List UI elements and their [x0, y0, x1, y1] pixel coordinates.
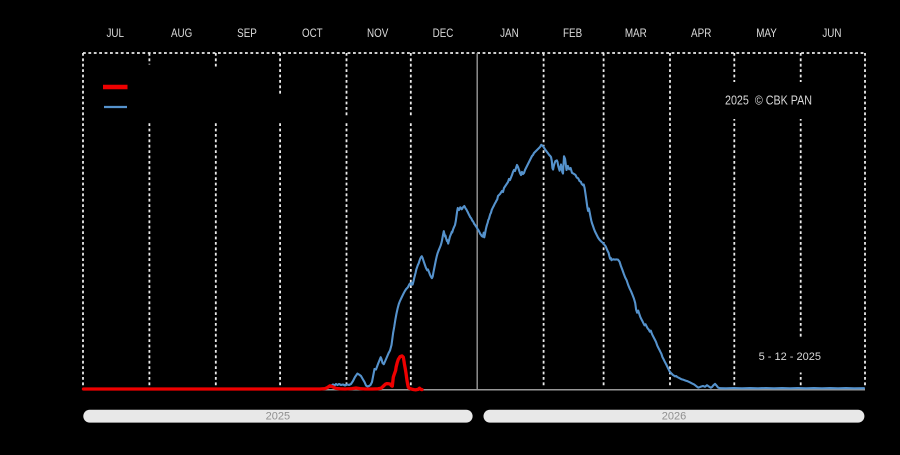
svg-text:MAY: MAY	[756, 26, 777, 40]
svg-text:2025 © CBK PAN: 2025 © CBK PAN	[725, 93, 812, 107]
svg-text:DEC: DEC	[433, 26, 454, 40]
svg-text:MAR: MAR	[625, 26, 647, 40]
svg-text:OCT: OCT	[302, 26, 323, 40]
svg-text:SEP: SEP	[237, 26, 257, 40]
svg-text:JAN: JAN	[500, 26, 519, 40]
svg-text:2025: 2025	[266, 410, 290, 422]
svg-text:NOV: NOV	[367, 26, 388, 40]
svg-text:AUG: AUG	[171, 26, 192, 40]
svg-text:FEB: FEB	[563, 26, 582, 40]
svg-text:2026: 2026	[662, 410, 686, 422]
svg-text:JUL: JUL	[106, 26, 124, 40]
svg-text:JUN: JUN	[822, 26, 841, 40]
svg-text:APR: APR	[691, 26, 712, 40]
svg-text:5 - 12 - 2025: 5 - 12 - 2025	[759, 351, 821, 363]
